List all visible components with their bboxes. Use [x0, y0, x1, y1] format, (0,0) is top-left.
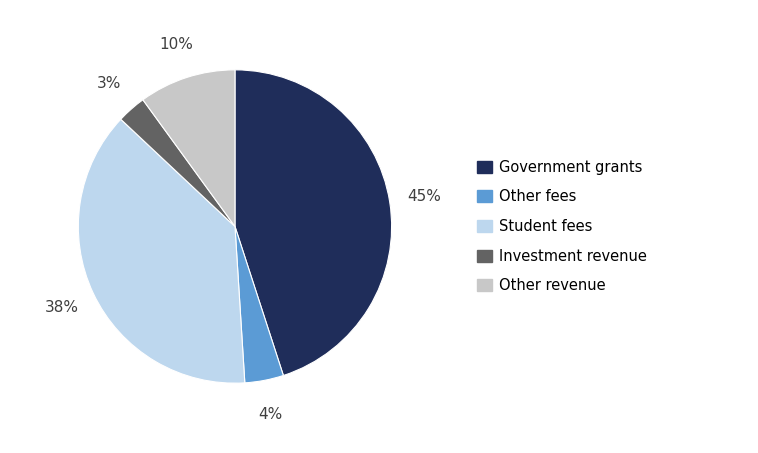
Text: 4%: 4%: [258, 407, 283, 422]
Text: 3%: 3%: [96, 76, 121, 91]
Wedge shape: [121, 100, 235, 226]
Text: 45%: 45%: [407, 189, 440, 204]
Text: 10%: 10%: [159, 37, 193, 52]
Text: 38%: 38%: [45, 300, 79, 315]
Wedge shape: [235, 226, 283, 383]
Wedge shape: [143, 70, 235, 226]
Wedge shape: [235, 70, 392, 376]
Legend: Government grants, Other fees, Student fees, Investment revenue, Other revenue: Government grants, Other fees, Student f…: [478, 160, 647, 293]
Wedge shape: [78, 119, 245, 383]
